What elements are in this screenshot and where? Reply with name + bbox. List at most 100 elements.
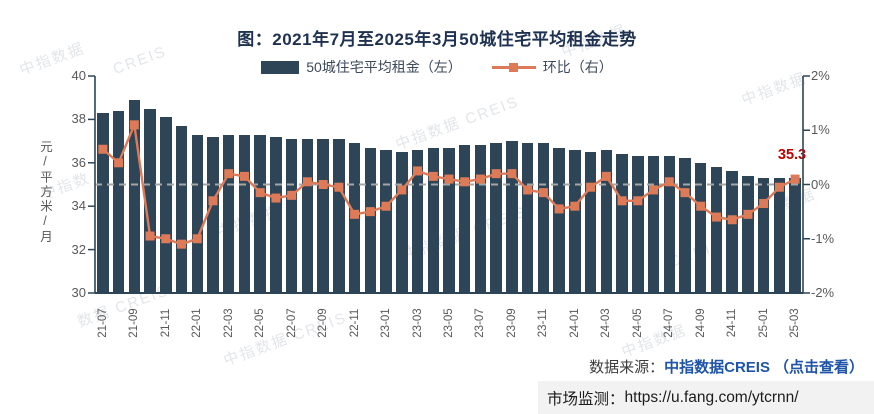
x-tick-label-24-07: 24-07 (663, 308, 676, 338)
data-source-line: 数据来源：中指数据CREIS （点击查看） (589, 356, 864, 377)
mom-marker-24-03 (601, 171, 611, 181)
bar-22-09 (317, 138, 329, 293)
mom-marker-24-07 (664, 177, 674, 187)
mom-marker-22-10 (334, 182, 344, 192)
bar-24-04 (616, 154, 628, 293)
market-monitor-strip: 市场监测： https://u.fang.com/ytcrnn/ (538, 381, 874, 414)
x-tick-label-23-01: 23-01 (380, 308, 393, 338)
y-left-tick-label-34: 34 (71, 198, 86, 214)
mom-marker-23-12 (554, 204, 564, 214)
bar-24-09 (694, 162, 707, 293)
bar-23-12 (553, 147, 565, 293)
mom-marker-24-08 (680, 188, 690, 198)
x-tick-label-24-01: 24-01 (568, 308, 581, 338)
bar-24-06 (647, 156, 660, 293)
mom-marker-24-09 (696, 201, 706, 211)
bar-22-01 (191, 134, 204, 293)
x-tick-label-23-09: 23-09 (505, 308, 518, 338)
legend-item-mom: 环比（右） (491, 57, 613, 77)
x-tick-label-24-09: 24-09 (694, 308, 707, 338)
bar-24-12 (742, 175, 754, 293)
mom-marker-22-02 (208, 196, 218, 206)
mom-marker-22-01 (192, 234, 202, 244)
y-left-tick-label-36: 36 (71, 154, 86, 170)
x-tick-label-22-01: 22-01 (191, 308, 204, 338)
mom-marker-22-04 (239, 171, 249, 181)
x-tick-label-22-11: 22-11 (348, 308, 361, 338)
bar-22-10 (333, 138, 345, 293)
bar-23-06 (458, 145, 471, 293)
x-tick-label-25-03: 25-03 (789, 308, 802, 338)
mom-marker-25-01 (759, 198, 769, 208)
bar-25-01 (757, 177, 770, 293)
mom-marker-21-08 (114, 158, 124, 168)
bar-21-12 (175, 125, 188, 293)
mom-marker-22-09 (318, 180, 328, 189)
mom-marker-24-01 (570, 201, 580, 211)
y-right-tick-label-2%: 2% (811, 68, 830, 83)
mom-marker-24-10 (711, 212, 721, 222)
x-tick-label-22-05: 22-05 (254, 308, 267, 338)
x-tick-label-21-11: 21-11 (159, 308, 172, 338)
mom-marker-23-03 (413, 166, 423, 176)
mom-marker-22-05 (255, 188, 265, 198)
market-monitor-label: 市场监测： (547, 390, 625, 408)
mom-marker-22-12 (365, 207, 375, 217)
chart-title: 图：2021年7月至2025年3月50城住宅平均租金走势 (237, 30, 637, 49)
mom-marker-24-06 (649, 185, 659, 195)
market-monitor-url[interactable]: https://u.fang.com/ytcrnn/ (624, 388, 799, 406)
bar-21-07 (97, 112, 109, 293)
x-tick-label-23-07: 23-07 (474, 308, 487, 338)
bar-24-01 (569, 149, 581, 293)
legend: 50城住宅平均租金（左） 环比（右） (0, 57, 874, 77)
x-tick-label-21-07: 21-07 (96, 308, 109, 338)
legend-mom-label: 环比（右） (542, 59, 613, 75)
mom-marker-24-12 (743, 209, 753, 219)
x-tick-label-21-09: 21-09 (128, 308, 141, 338)
y-left-tick-label-30: 30 (71, 285, 86, 300)
bar-22-05 (254, 134, 266, 293)
data-source-link[interactable]: 中指数据CREIS （点击查看） (664, 359, 864, 376)
y-left-tick-label-32: 32 (71, 241, 86, 257)
x-tick-label-23-05: 23-05 (443, 308, 455, 338)
bar-21-09 (128, 99, 141, 293)
last-value-label: 35.3 (777, 147, 807, 163)
mom-marker-23-10 (523, 185, 533, 195)
mom-marker-22-06 (271, 193, 281, 203)
bar-23-10 (521, 143, 534, 293)
x-tick-label-22-03: 22-03 (222, 308, 235, 338)
bar-21-10 (144, 108, 156, 293)
y-left-tick-label-38: 38 (71, 111, 86, 127)
mom-marker-22-11 (350, 209, 360, 219)
x-tick-label-24-03: 24-03 (600, 308, 613, 338)
bar-24-02 (584, 151, 597, 293)
bar-23-08 (490, 143, 502, 293)
bar-23-03 (411, 149, 424, 293)
mom-marker-24-04 (617, 196, 627, 206)
x-tick-label-23-03: 23-03 (411, 308, 424, 338)
x-tick-label-24-11: 24-11 (726, 308, 739, 338)
data-source-label: 数据来源： (589, 359, 665, 376)
legend-line-swatch-icon (491, 62, 536, 72)
mom-marker-22-03 (224, 169, 234, 179)
y-right-tick-label--1%: -1% (811, 230, 835, 246)
bar-24-05 (632, 156, 644, 293)
x-tick-label-24-05: 24-05 (631, 308, 644, 338)
mom-marker-21-11 (161, 234, 171, 244)
mom-marker-22-07 (287, 190, 297, 200)
bar-22-07 (285, 138, 298, 293)
mom-marker-24-02 (586, 182, 596, 192)
bar-22-04 (238, 134, 251, 293)
mom-marker-23-05 (444, 174, 454, 184)
bar-24-11 (726, 171, 738, 293)
bar-23-07 (474, 145, 487, 293)
mom-marker-23-06 (460, 177, 470, 187)
y-right-tick-label-1%: 1% (811, 122, 830, 138)
bar-23-04 (427, 147, 440, 293)
y-right-tick-label-0%: 0% (811, 176, 830, 192)
mom-marker-24-11 (727, 215, 737, 225)
mom-marker-23-07 (475, 174, 485, 184)
mom-marker-21-07 (98, 144, 108, 154)
mom-marker-23-09 (507, 169, 517, 179)
